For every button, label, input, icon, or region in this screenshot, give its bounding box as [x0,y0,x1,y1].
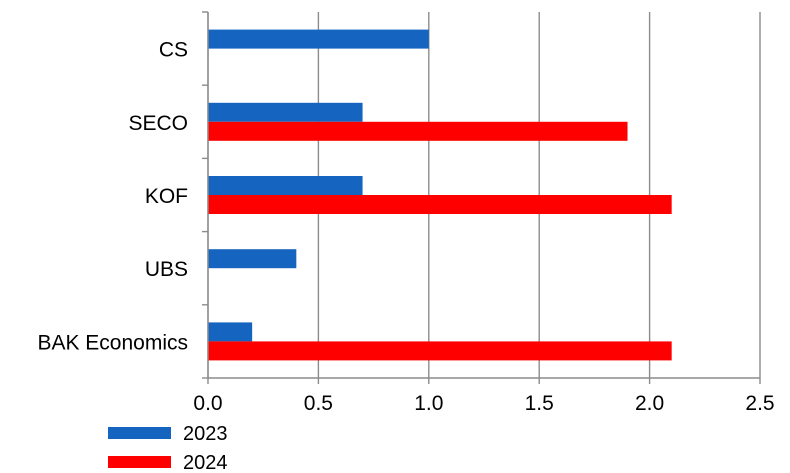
bar-2023-bak-economics [208,322,253,342]
x-tick-label: 2.0 [635,392,664,415]
x-tick-label: 1.5 [525,392,554,415]
bars [208,29,672,361]
legend-label-2024: 2024 [183,452,228,473]
x-tick-labels: 0.0 0.5 1.0 1.5 2.0 2.5 [193,392,774,415]
category-label: KOF [145,185,188,208]
bar-2023-ubs [208,249,297,269]
legend-label-2023: 2023 [183,423,228,445]
bar-2024-seco [208,121,628,141]
bar-2024-bak-economics [208,341,672,361]
category-labels: CS SECO KOF UBS BAK Economics [37,39,188,355]
x-tick-label: 0.0 [193,392,222,415]
bar-2023-kof [208,176,363,195]
x-tick-label: 0.5 [304,392,333,415]
category-label: UBS [145,258,188,281]
legend-swatch-2024 [108,456,171,468]
bar-2023-seco [208,102,363,122]
legend: 2023 2024 [108,423,228,473]
legend-swatch-2023 [108,427,171,439]
bar-2023-cs [208,29,429,49]
category-label: CS [159,39,188,62]
x-tick-label: 2.5 [745,392,774,415]
bar-2024-kof [208,195,672,214]
axes [202,11,761,384]
category-label: SECO [128,112,188,135]
x-tick-label: 1.0 [414,392,443,415]
category-label: BAK Economics [37,331,188,354]
